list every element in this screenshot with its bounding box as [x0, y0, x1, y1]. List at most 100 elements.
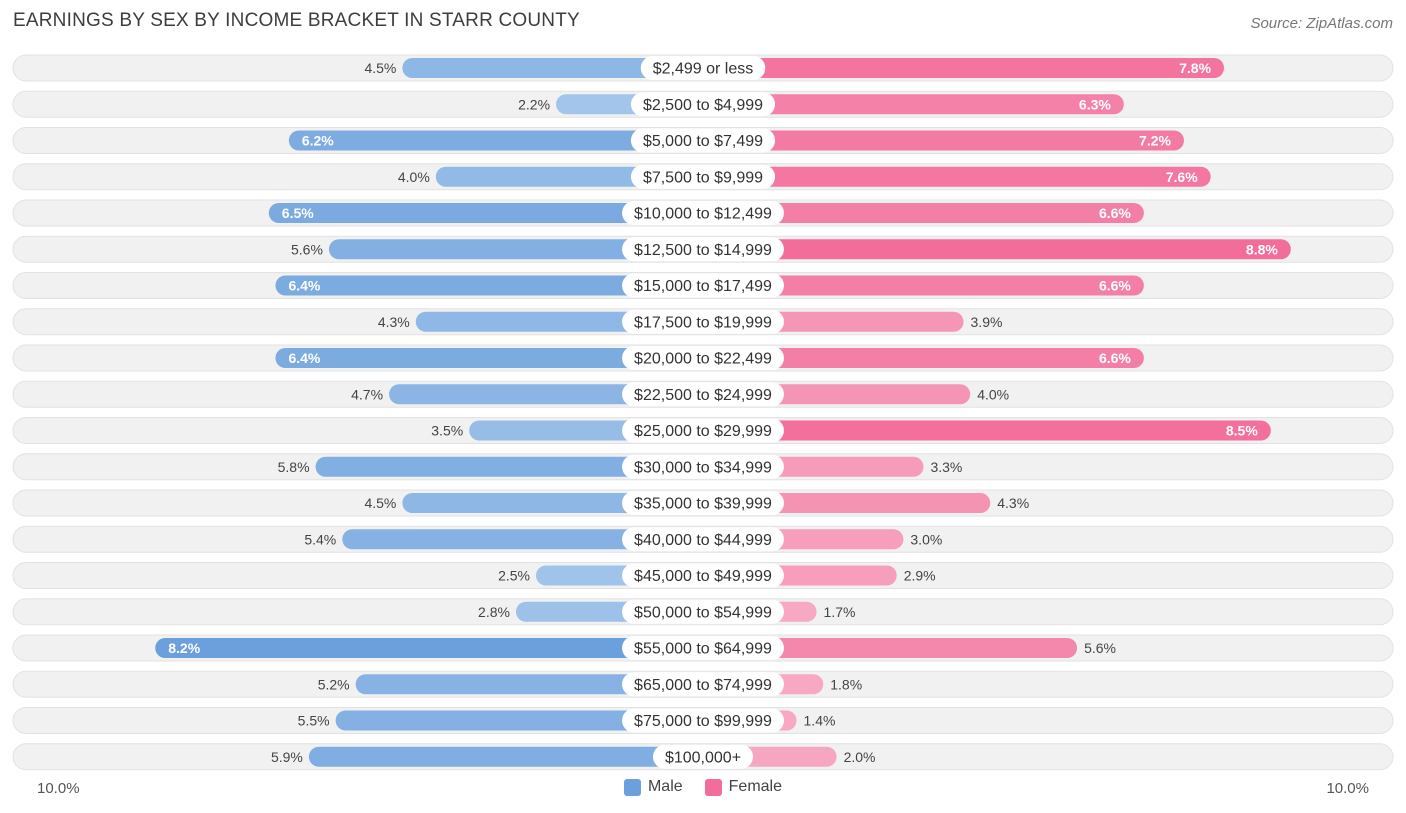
category-pill: [622, 599, 784, 624]
category-label: $7,500 to $9,999: [643, 169, 763, 186]
female-value-label: 6.6%: [1099, 278, 1131, 294]
category-pill: [652, 744, 754, 769]
male-bar: [342, 529, 703, 550]
male-bar: [155, 638, 704, 658]
male-value-label: 2.5%: [498, 568, 530, 584]
category-label: $45,000 to $49,999: [634, 568, 772, 585]
male-value-label: 5.4%: [304, 531, 336, 547]
category-pill: [622, 491, 784, 515]
category-pill: [622, 708, 784, 733]
female-bar: [703, 348, 1144, 368]
category-pill: [640, 56, 766, 80]
male-value-label: 6.2%: [302, 133, 334, 149]
female-value-label: 8.5%: [1226, 423, 1258, 439]
female-value-label: 8.8%: [1246, 241, 1278, 257]
category-label: $10,000 to $12,499: [634, 206, 772, 223]
female-value-label: 7.8%: [1179, 60, 1211, 76]
female-value-label: 6.6%: [1099, 350, 1131, 366]
male-value-label: 4.5%: [364, 495, 396, 511]
category-label: $12,500 to $14,999: [634, 242, 772, 259]
category-label: $65,000 to $74,999: [634, 677, 772, 694]
legend-swatch-female: [704, 778, 722, 796]
category-pill: [622, 382, 784, 407]
female-bar: [703, 130, 1184, 151]
male-value-label: 5.8%: [278, 459, 310, 475]
female-value-label: 3.9%: [971, 314, 1003, 330]
female-value-label: 7.6%: [1166, 169, 1198, 185]
category-pill: [622, 309, 784, 334]
legend-swatch-male: [623, 778, 641, 796]
male-value-label: 5.9%: [271, 749, 303, 765]
female-bar: [703, 420, 1271, 441]
female-bar: [703, 239, 1291, 260]
female-bar: [703, 94, 1124, 115]
female-bar: [703, 275, 1144, 296]
category-label: $17,500 to $19,999: [634, 314, 772, 331]
male-bar: [308, 746, 703, 767]
male-bar: [288, 130, 703, 151]
female-value-label: 1.4%: [804, 713, 836, 729]
female-bar: [703, 58, 1225, 78]
female-value-label: 2.0%: [844, 749, 876, 765]
chart-title: EARNINGS BY SEX BY INCOME BRACKET IN STA…: [13, 10, 580, 31]
female-value-label: 1.7%: [824, 604, 856, 620]
category-label: $40,000 to $44,999: [634, 532, 772, 549]
category-pill: [630, 92, 776, 117]
male-value-label: 4.7%: [351, 386, 383, 402]
category-label: $2,499 or less: [653, 61, 754, 78]
female-value-label: 6.6%: [1099, 205, 1131, 221]
category-label: $55,000 to $64,999: [634, 641, 772, 658]
male-value-label: 2.2%: [518, 96, 550, 112]
female-value-label: 4.0%: [977, 386, 1009, 402]
female-value-label: 6.3%: [1079, 96, 1111, 112]
male-value-label: 4.3%: [378, 314, 410, 330]
source-credit: Source: ZipAtlas.com: [1250, 15, 1393, 32]
category-label: $2,500 to $4,999: [643, 97, 763, 114]
male-bar: [328, 239, 703, 260]
category-label: $35,000 to $39,999: [634, 496, 772, 513]
axis-left-label: 10.0%: [37, 780, 80, 797]
legend: Male Female: [0, 778, 1406, 796]
female-value-label: 4.3%: [997, 495, 1029, 511]
category-label: $100,000+: [665, 749, 741, 766]
male-value-label: 5.6%: [291, 241, 323, 257]
male-value-label: 4.0%: [398, 169, 430, 185]
category-pill: [622, 454, 784, 479]
category-label: $30,000 to $34,999: [634, 459, 772, 476]
category-pill: [630, 164, 776, 189]
male-value-label: 6.5%: [282, 205, 314, 221]
female-bar: [703, 638, 1078, 658]
category-pill: [622, 418, 784, 443]
category-label: $50,000 to $54,999: [634, 604, 772, 621]
female-value-label: 2.9%: [904, 568, 936, 584]
male-bar: [335, 710, 703, 731]
male-bar: [402, 58, 703, 78]
category-pill: [622, 563, 784, 588]
male-bar: [268, 203, 703, 223]
female-value-label: 5.6%: [1084, 640, 1116, 656]
category-pill: [622, 672, 784, 697]
male-value-label: 8.2%: [168, 640, 200, 656]
category-pill: [622, 527, 784, 552]
male-bar: [355, 674, 703, 695]
female-value-label: 3.0%: [910, 531, 942, 547]
legend-label-male: Male: [647, 778, 683, 795]
male-value-label: 4.5%: [364, 60, 396, 76]
legend-item-male[interactable]: Male: [623, 778, 683, 796]
category-pill: [622, 273, 784, 298]
category-label: $22,500 to $24,999: [634, 387, 772, 404]
male-value-label: 2.8%: [478, 604, 510, 620]
female-bar: [703, 203, 1144, 223]
category-label: $15,000 to $17,499: [634, 278, 772, 295]
male-value-label: 5.5%: [298, 713, 330, 729]
category-pill: [630, 128, 776, 153]
category-label: $20,000 to $22,499: [634, 351, 772, 368]
male-value-label: 3.5%: [431, 423, 463, 439]
male-bar: [315, 456, 703, 477]
male-value-label: 5.2%: [318, 676, 350, 692]
category-label: $75,000 to $99,999: [634, 713, 772, 730]
category-label: $5,000 to $7,499: [643, 133, 763, 150]
female-value-label: 3.3%: [930, 459, 962, 475]
legend-item-female[interactable]: Female: [704, 778, 782, 796]
